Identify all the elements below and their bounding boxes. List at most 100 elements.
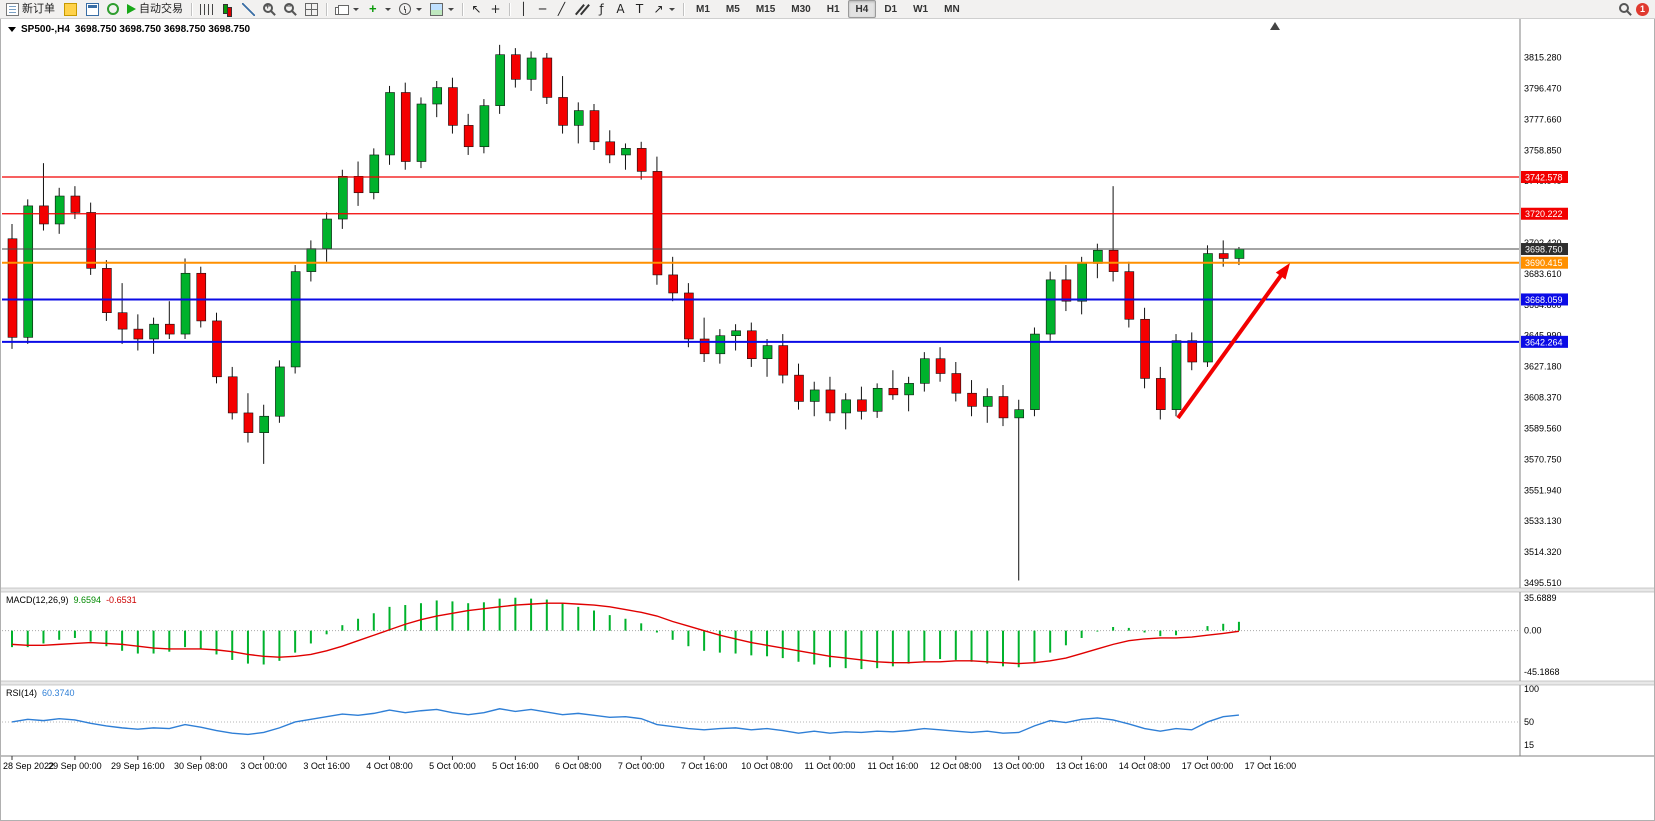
price-tick-label: 3514.320 xyxy=(1524,547,1562,557)
metaeditor-button[interactable] xyxy=(59,0,82,18)
time-tick-label: 7 Oct 16:00 xyxy=(681,761,728,771)
trendline-button[interactable]: ╱ xyxy=(552,0,571,18)
candle xyxy=(322,218,332,249)
tf-m15-button-label: M15 xyxy=(755,3,776,15)
zoom-in-button[interactable] xyxy=(259,0,280,18)
tf-w1-button[interactable]: W1 xyxy=(905,0,936,18)
tf-m30-button[interactable]: M30 xyxy=(783,0,818,18)
tf-m1-button[interactable]: M1 xyxy=(688,0,718,18)
candle xyxy=(841,399,851,414)
shapes-button[interactable]: ↗ xyxy=(649,0,679,18)
time-tick-label: 17 Oct 00:00 xyxy=(1182,761,1234,771)
bar-chart-button[interactable] xyxy=(196,0,217,18)
channel-button[interactable] xyxy=(571,0,592,18)
candle xyxy=(1171,340,1182,410)
candle xyxy=(1093,249,1103,264)
refresh-button[interactable] xyxy=(103,0,123,18)
candlestick-chart-button[interactable] xyxy=(217,0,238,18)
candle xyxy=(1203,253,1213,363)
dropdown-caret-icon xyxy=(385,7,391,11)
tf-m30-button-label: M30 xyxy=(791,3,811,15)
tf-d1-button[interactable]: D1 xyxy=(876,0,905,18)
candle xyxy=(306,248,317,272)
candle xyxy=(699,338,710,355)
zoom-out-button[interactable] xyxy=(280,0,301,18)
cursor-icon: ↖ xyxy=(471,2,482,16)
horizontal-line-icon: ─ xyxy=(538,2,547,16)
arrange-windows-button[interactable] xyxy=(331,0,363,18)
time-tick-label: 30 Sep 08:00 xyxy=(174,761,228,771)
price-tick-label: 3608.370 xyxy=(1524,393,1562,403)
tf-m5-button[interactable]: M5 xyxy=(718,0,748,18)
macd-scale-label: 35.6889 xyxy=(1524,593,1557,603)
tf-m15-button[interactable]: M15 xyxy=(748,0,783,18)
autotrading-button[interactable]: 自动交易 xyxy=(123,0,187,18)
price-scale[interactable] xyxy=(1520,18,1655,756)
line-chart-button[interactable] xyxy=(238,0,259,18)
notifications-badge[interactable]: 1 xyxy=(1636,2,1649,16)
toolbar-separator xyxy=(462,2,463,16)
plus-icon xyxy=(367,1,380,16)
price-tick-label: 3627.180 xyxy=(1524,362,1562,372)
candle xyxy=(353,176,364,194)
line-icon xyxy=(242,2,255,16)
text-button[interactable]: A xyxy=(611,0,630,18)
candle xyxy=(400,92,411,162)
panel-separator[interactable] xyxy=(0,587,1655,593)
time-scale[interactable] xyxy=(0,756,1655,780)
cursor-button[interactable]: ↖ xyxy=(467,0,486,18)
panel-separator[interactable] xyxy=(0,680,1655,686)
toolbar-separator xyxy=(191,2,192,16)
candle xyxy=(243,412,254,433)
candle xyxy=(920,358,930,384)
candle xyxy=(526,57,537,80)
time-tick-label: 29 Sep 00:00 xyxy=(48,761,102,771)
price-tick-label: 3645.990 xyxy=(1524,331,1562,341)
candle xyxy=(967,392,977,407)
fibonacci-button[interactable]: ƒ xyxy=(592,0,611,18)
periods-button[interactable] xyxy=(395,0,426,18)
price-badge-label: 3698.750 xyxy=(1525,245,1563,255)
tf-mn-button[interactable]: MN xyxy=(936,0,968,18)
candle xyxy=(542,57,553,98)
new-order-button[interactable]: 新订单 xyxy=(2,0,59,18)
rsi-scale-label: 50 xyxy=(1524,717,1534,727)
template-button[interactable] xyxy=(426,0,458,18)
candle xyxy=(998,396,1009,419)
tf-m1-button-label: M1 xyxy=(696,3,710,15)
time-tick-label: 11 Oct 16:00 xyxy=(867,761,918,771)
trend-arrow[interactable] xyxy=(1176,269,1286,420)
vertical-line-button[interactable]: │ xyxy=(514,0,533,18)
add-indicator-button[interactable] xyxy=(363,0,395,18)
horizontal-line-button[interactable]: ─ xyxy=(533,0,552,18)
play-icon xyxy=(127,4,136,14)
time-tick-label: 5 Oct 00:00 xyxy=(429,761,476,771)
candle xyxy=(511,54,521,80)
candle xyxy=(149,323,159,340)
text-label-button[interactable]: T xyxy=(630,0,649,18)
price-tick-label: 3495.510 xyxy=(1524,578,1562,588)
toolbar-separator xyxy=(683,2,684,16)
candle xyxy=(1014,409,1025,419)
macd-scale-label: -45.1868 xyxy=(1524,667,1560,677)
time-tick-label: 7 Oct 00:00 xyxy=(618,761,665,771)
candle xyxy=(573,110,584,126)
tf-h1-button[interactable]: H1 xyxy=(819,0,848,18)
search-icon[interactable] xyxy=(1619,2,1629,13)
candle xyxy=(1077,263,1087,302)
chart-window-button[interactable] xyxy=(82,0,103,18)
tile-windows-button[interactable] xyxy=(301,0,322,18)
trend-arrow-head[interactable] xyxy=(1275,263,1290,280)
crosshair-button[interactable]: + xyxy=(486,0,505,18)
time-tick-label: 13 Oct 00:00 xyxy=(993,761,1045,771)
tf-m5-button-label: M5 xyxy=(725,3,740,15)
toolbar-separator xyxy=(509,2,510,16)
dropdown-caret-icon xyxy=(353,7,359,11)
tf-h4-button[interactable]: H4 xyxy=(847,0,877,18)
tf-d1-button-label: D1 xyxy=(884,3,898,15)
candle xyxy=(416,103,427,162)
candles-icon xyxy=(221,3,234,17)
candle xyxy=(621,148,631,156)
